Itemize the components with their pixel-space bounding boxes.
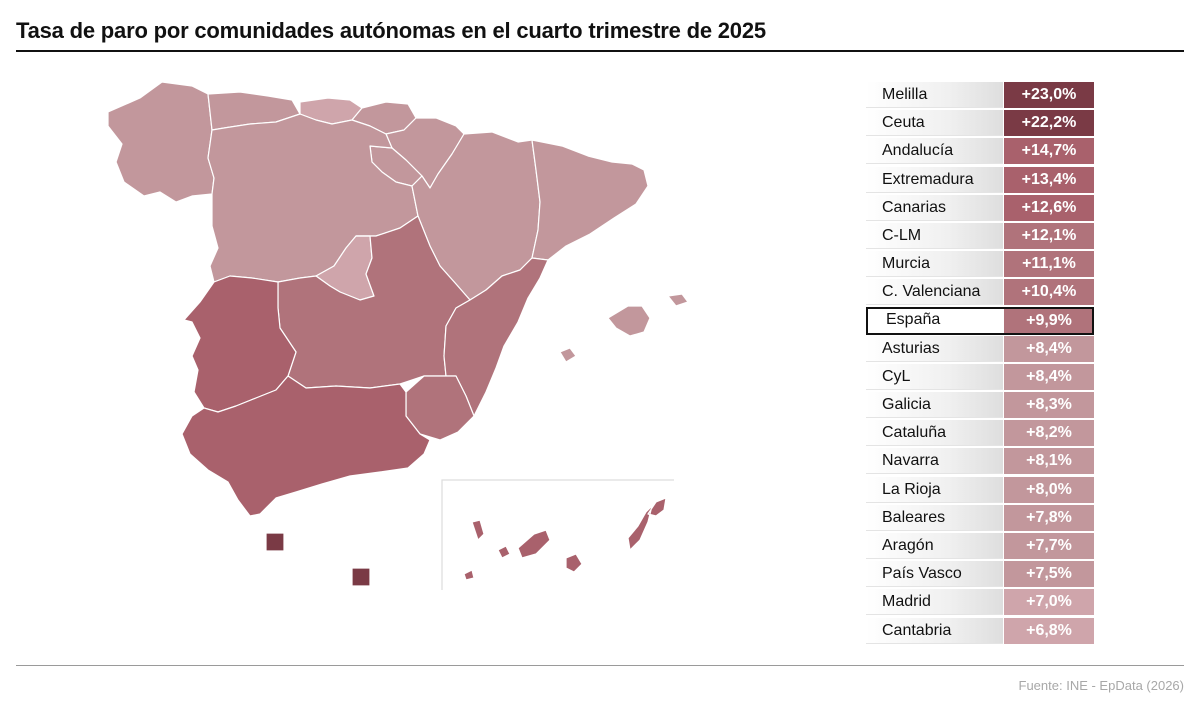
ranking-region-name: Galicia (866, 392, 1003, 419)
region-cataluna[interactable] (531, 139, 649, 261)
ranking-row: La Rioja +8,0% (866, 476, 1095, 504)
region-canarias[interactable] (463, 497, 667, 581)
ranking-region-name: Ceuta (866, 110, 1003, 137)
ranking-region-name: Navarra (866, 448, 1003, 475)
ranking-value: +10,4% (1004, 279, 1094, 307)
ranking-row: Extremadura +13,4% (866, 166, 1095, 194)
ranking-value: +22,2% (1004, 110, 1094, 138)
ranking-row: Canarias +12,6% (866, 194, 1095, 222)
ranking-row: Navarra +8,1% (866, 447, 1095, 476)
source-note: Fuente: INE - EpData (2026) (1018, 678, 1184, 693)
ranking-row: Cataluña +8,2% (866, 419, 1095, 448)
region-baleares[interactable] (559, 293, 689, 363)
ranking-region-name: Baleares (866, 504, 1003, 531)
ranking-value: +8,3% (1004, 392, 1094, 420)
ranking-region-name: La Rioja (866, 476, 1003, 503)
title-divider (16, 50, 1184, 52)
region-ceuta[interactable] (265, 532, 285, 552)
ranking-row: CyL +8,4% (866, 363, 1095, 391)
ranking-region-name: Madrid (866, 589, 1003, 616)
ranking-region-name: C-LM (866, 222, 1003, 249)
ranking-region-name: Melilla (866, 82, 1003, 108)
ranking-region-name: Cataluña (866, 420, 1003, 447)
ranking-value: +8,2% (1004, 420, 1094, 448)
region-andalucia[interactable] (181, 375, 431, 517)
ranking-row-spain-total: España +9,9% (866, 306, 1095, 335)
ranking-value: +7,5% (1004, 561, 1094, 589)
chart-title: Tasa de paro por comunidades autónomas e… (16, 18, 766, 43)
ranking-value: +11,1% (1004, 251, 1094, 279)
ranking-value: +9,9% (1004, 308, 1094, 334)
ranking-region-name: País Vasco (866, 561, 1003, 588)
ranking-value: +12,1% (1004, 222, 1094, 250)
ranking-row: País Vasco +7,5% (866, 560, 1095, 589)
ranking-row: Murcia +11,1% (866, 250, 1095, 279)
ranking-region-name: Asturias (866, 335, 1003, 362)
ranking-row: Madrid +7,0% (866, 588, 1095, 617)
ranking-row: Ceuta +22,2% (866, 109, 1095, 138)
ranking-region-name: Aragón (866, 533, 1003, 559)
ranking-row: Aragón +7,7% (866, 532, 1095, 560)
ranking-value: +13,4% (1004, 166, 1094, 194)
ranking-value: +14,7% (1004, 138, 1094, 166)
ranking-region-name: Andalucía (866, 138, 1003, 165)
region-melilla[interactable] (351, 567, 371, 587)
ranking-value: +12,6% (1004, 194, 1094, 222)
ranking-value: +8,0% (1004, 476, 1094, 504)
ranking-value: +23,0% (1004, 82, 1094, 109)
ranking-value: +7,7% (1004, 533, 1094, 560)
ranking-region-name: Canarias (866, 194, 1003, 221)
region-galicia[interactable] (107, 81, 215, 203)
ranking-row: Andalucía +14,7% (866, 137, 1095, 166)
ranking-region-name: Murcia (866, 251, 1003, 278)
ranking-value: +7,8% (1004, 504, 1094, 532)
footer-divider (16, 665, 1184, 666)
ranking-value: +6,8% (1004, 617, 1094, 645)
ranking-row: Asturias +8,4% (866, 335, 1095, 363)
ranking-table: Melilla +23,0% Ceuta +22,2% Andalucía +14,7% E… (866, 81, 1095, 645)
ranking-region-name: CyL (866, 363, 1003, 390)
ranking-row: Galicia +8,3% (866, 391, 1095, 420)
ranking-row: C-LM +12,1% (866, 222, 1095, 250)
ranking-row: Melilla +23,0% (866, 81, 1095, 109)
ranking-row: Cantabria +6,8% (866, 617, 1095, 645)
spain-choropleth-map (107, 81, 689, 590)
region-c-valenciana[interactable] (443, 257, 549, 417)
ranking-row: Baleares +7,8% (866, 504, 1095, 532)
ranking-region-name: C. Valenciana (866, 279, 1003, 306)
ranking-value: +8,4% (1004, 335, 1094, 363)
ranking-row: C. Valenciana +10,4% (866, 278, 1095, 307)
ranking-region-name: Cantabria (866, 617, 1003, 644)
ranking-region-name: España (866, 306, 1094, 335)
ranking-region-name: Extremadura (866, 166, 1003, 193)
ranking-value: +7,0% (1004, 589, 1094, 617)
ranking-value: +8,1% (1004, 448, 1094, 476)
canarias-inset-frame (441, 479, 674, 590)
ranking-value: +8,4% (1004, 363, 1094, 391)
